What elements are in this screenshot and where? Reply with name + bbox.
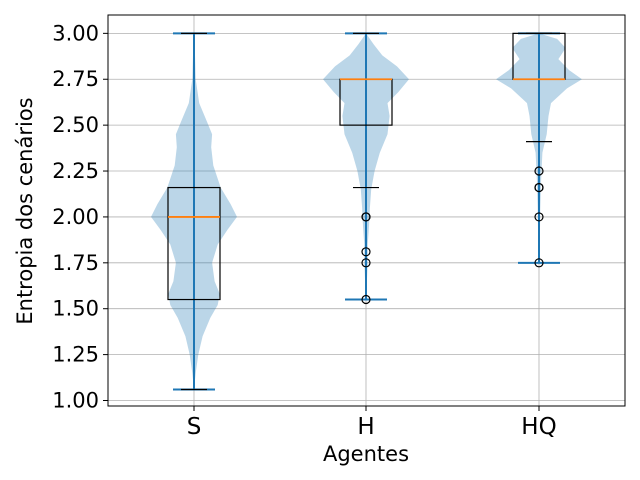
y-tick-label: 2.50 [52,113,99,137]
y-tick-label: 1.75 [52,251,99,275]
box-s [167,186,221,301]
x-axis-label: Agentes [323,442,409,466]
x-tick-label-hq: HQ [521,414,556,440]
y-axis: 1.00 1.25 1.50 1.75 2.00 2.25 2.50 2.75 3.00 [52,21,108,412]
x-axis: S H HQ [187,406,557,440]
x-tick-label-h: H [357,414,374,440]
y-tick-label: 3.00 [52,21,99,45]
y-tick-label: 1.00 [52,388,99,412]
outlier-point [534,258,544,268]
y-axis-label: Entropia dos cenários [13,97,37,324]
outlier-point [361,294,371,305]
violins [151,32,582,391]
outlier-point [361,258,371,268]
outlier-point [534,212,544,222]
outlier-point [361,247,371,257]
outlier-point [534,182,544,193]
outlier-point [534,166,544,176]
y-tick-label: 2.25 [52,159,99,183]
boxplots [167,32,566,391]
y-tick-label: 1.25 [52,343,99,367]
y-tick-label: 2.00 [52,205,99,229]
y-tick-label: 2.75 [52,67,99,91]
outlier-point [361,212,371,222]
x-tick-label-s: S [187,414,202,440]
y-tick-label: 1.50 [52,297,99,321]
